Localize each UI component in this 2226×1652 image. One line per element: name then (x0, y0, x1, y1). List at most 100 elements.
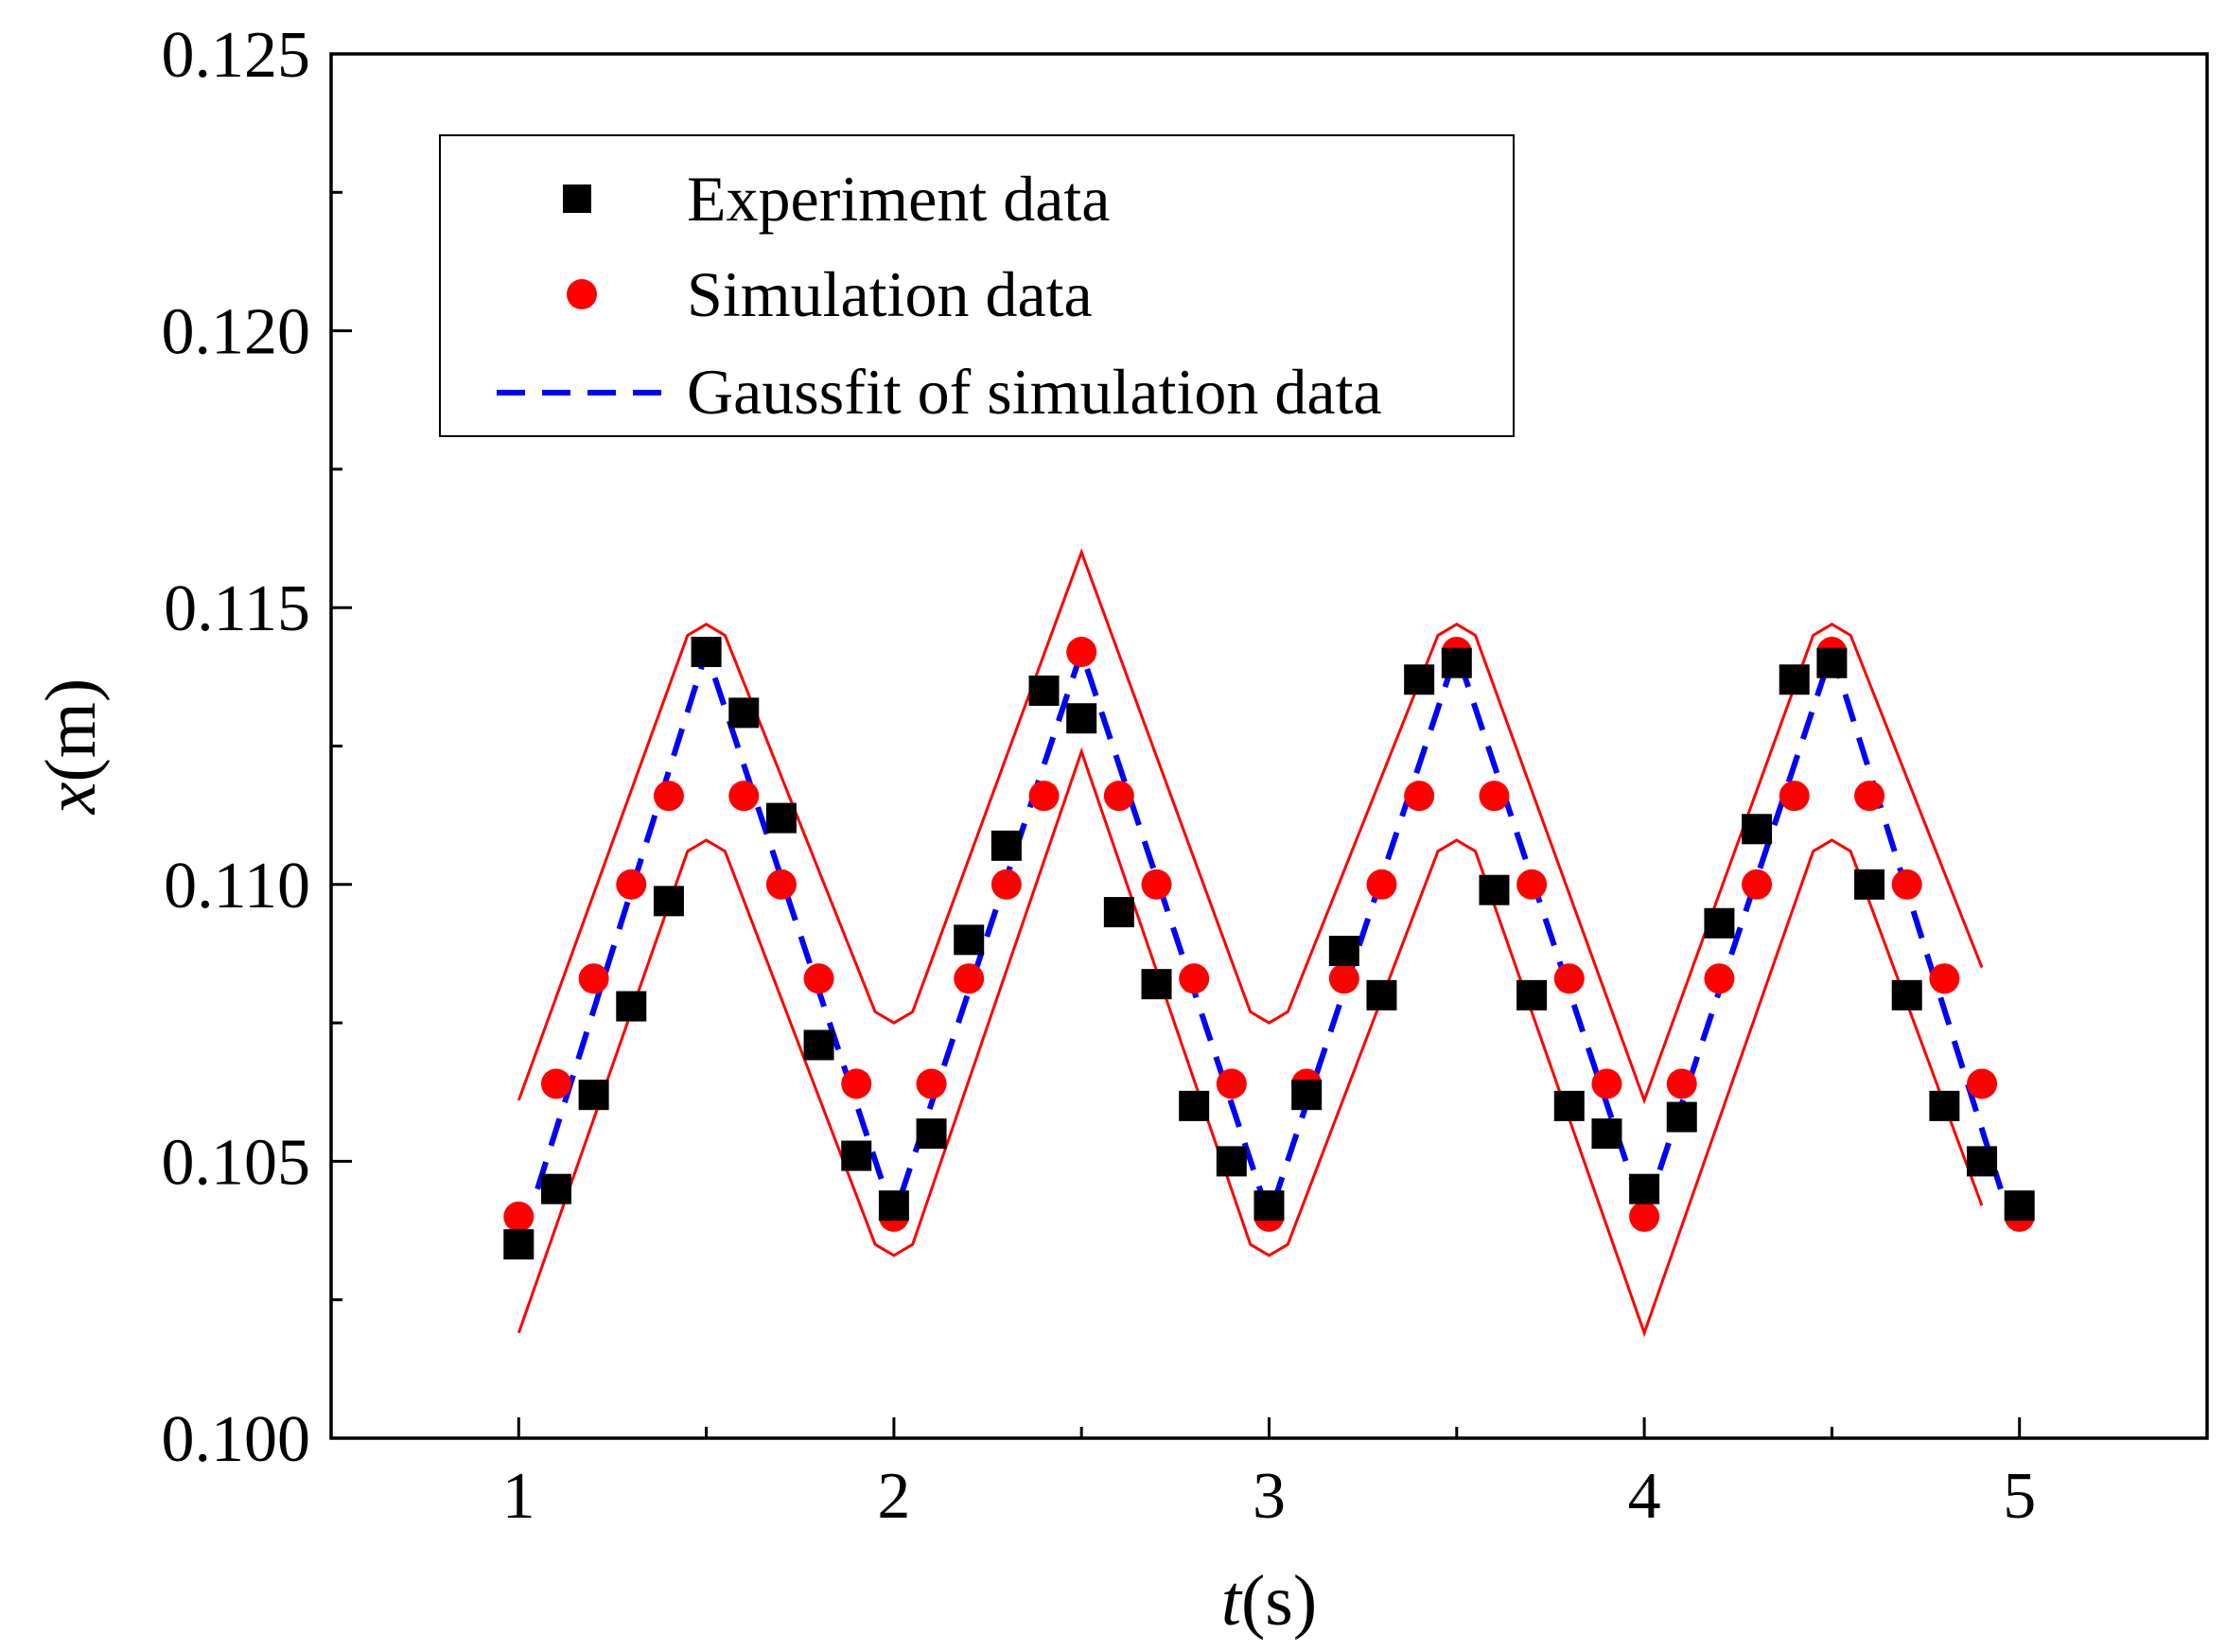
simulation-point (1704, 963, 1735, 994)
experiment-point (1779, 664, 1810, 695)
x-axis-ticks: 1 2 3 4 5 (502, 1417, 2036, 1533)
experiment-point (616, 991, 647, 1022)
simulation-point (1854, 781, 1885, 812)
simulation-point (1891, 869, 1922, 900)
upper-confidence-band (517, 548, 1984, 1105)
experiment-point (765, 802, 797, 834)
simulation-point (841, 1068, 872, 1099)
y-axis-ticks: 0.100 0.105 0.110 0.115 0.120 0.125 (162, 19, 352, 1476)
y-tick-label: 0.110 (164, 850, 310, 923)
x-axis-symbol: t (1221, 1561, 1243, 1641)
simulation-point (916, 1068, 947, 1099)
experiment-point (1929, 1090, 1960, 1121)
y-axis-title: x(m) (31, 678, 111, 815)
simulation-point (1066, 637, 1097, 668)
experiment-point (540, 1173, 571, 1204)
simulation-point (728, 781, 760, 812)
experiment-point (990, 830, 1022, 861)
experiment-point (1328, 936, 1359, 967)
experiment-point (1629, 1173, 1660, 1204)
x-tick-label: 2 (877, 1460, 910, 1533)
simulation-point (803, 963, 834, 994)
y-axis-symbol: x (31, 782, 111, 815)
experiment-point (1141, 969, 1172, 1000)
simulation-point (954, 963, 985, 994)
experiment-point (1366, 979, 1397, 1011)
experiment-point (1291, 1080, 1323, 1111)
experiment-point (878, 1190, 909, 1221)
experiment-point (503, 1229, 535, 1260)
confidence-bands (517, 548, 1984, 1338)
x-tick-label: 4 (1628, 1460, 1661, 1533)
y-tick-label: 0.100 (162, 1403, 311, 1476)
y-tick-label: 0.125 (162, 19, 311, 92)
legend-label-experiment: Experiment data (687, 163, 1110, 235)
legend: Experiment data Simulation data Gaussfit… (439, 134, 1515, 437)
experiment-point (728, 697, 760, 729)
simulation-point (1404, 781, 1435, 812)
legend-box (439, 134, 1515, 437)
simulation-point (990, 869, 1022, 900)
simulation-point (1141, 869, 1172, 900)
legend-square-marker (563, 185, 591, 213)
simulation-point (616, 869, 647, 900)
simulation-point (653, 781, 684, 812)
data-markers (503, 637, 2035, 1260)
experiment-point (1441, 647, 1472, 678)
experiment-point (1742, 814, 1773, 845)
experiment-point (1028, 675, 1060, 706)
x-tick-label: 3 (1253, 1460, 1286, 1533)
simulation-point (540, 1068, 571, 1099)
experiment-point (1066, 703, 1097, 734)
x-tick-label: 5 (2003, 1460, 2036, 1533)
experiment-point (1479, 874, 1510, 905)
simulation-point (1179, 963, 1210, 994)
simulation-point (503, 1201, 535, 1232)
simulation-point (1666, 1068, 1697, 1099)
y-tick-label: 0.105 (162, 1126, 311, 1199)
simulation-point (1479, 781, 1510, 812)
legend-label-gaussfit: Gaussfit of simulation data (687, 356, 1382, 428)
experiment-point (691, 637, 722, 668)
simulation-point (1103, 781, 1134, 812)
experiment-point (954, 924, 985, 956)
legend-circle-marker (567, 279, 597, 309)
x-axis-unit: (s) (1241, 1561, 1317, 1641)
simulation-point (1742, 869, 1773, 900)
simulation-point (578, 963, 609, 994)
simulation-point (1028, 781, 1060, 812)
experiment-point (653, 886, 684, 917)
experiment-point (578, 1080, 609, 1111)
y-tick-label: 0.120 (162, 296, 311, 369)
simulation-point (1553, 963, 1585, 994)
experiment-point (1103, 897, 1134, 928)
simulation-point (765, 869, 797, 900)
x-axis-title: t(s) (1221, 1561, 1317, 1641)
experiment-point (916, 1118, 947, 1150)
experiment-point (1591, 1118, 1622, 1150)
experiment-point (1816, 647, 1848, 678)
experiment-point (1404, 664, 1435, 695)
experiment-point (1216, 1146, 1247, 1177)
experiment-point (1967, 1146, 1998, 1177)
simulation-point (1929, 963, 1960, 994)
experiment-point (1854, 869, 1885, 900)
experiment-point (1891, 979, 1922, 1011)
y-tick-label: 0.115 (164, 572, 310, 645)
experiment-point (1704, 907, 1735, 939)
simulation-point (1779, 781, 1810, 812)
simulation-point (1967, 1068, 1998, 1099)
simulation-point (1328, 963, 1359, 994)
y-axis-unit: (m) (31, 678, 111, 782)
experiment-point (803, 1029, 834, 1061)
simulation-point (1516, 869, 1548, 900)
experiment-point (1516, 979, 1548, 1011)
x-tick-label: 1 (502, 1460, 535, 1533)
experiment-point (1253, 1190, 1285, 1221)
simulation-point (1216, 1068, 1247, 1099)
lower-confidence-band (517, 747, 1984, 1338)
legend-label-simulation: Simulation data (687, 258, 1093, 330)
experiment-point (1666, 1101, 1697, 1133)
